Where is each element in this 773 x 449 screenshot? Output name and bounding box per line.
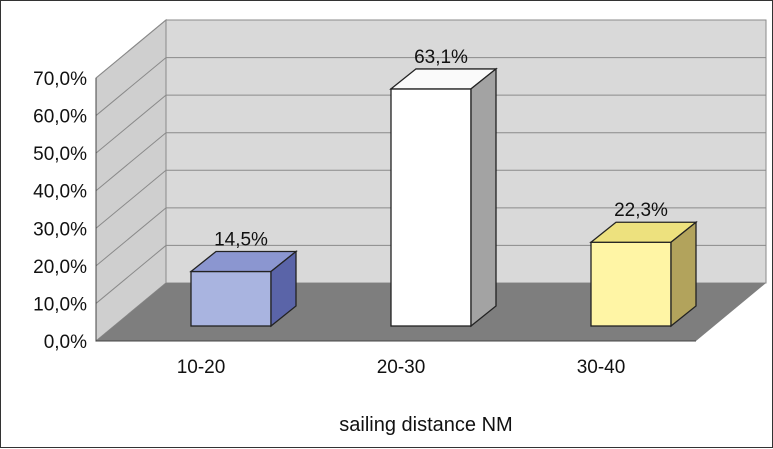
bar-front [390, 88, 472, 327]
bar-20-30 [389, 67, 498, 328]
y-tick-label: 10,0% [33, 294, 87, 315]
x-axis-title: sailing distance NM [339, 414, 512, 436]
data-label: 22,3% [614, 200, 668, 221]
bar-side [670, 220, 697, 328]
x-tick-label: 20-30 [377, 357, 426, 378]
y-tick-label: 30,0% [33, 219, 87, 240]
data-label: 14,5% [214, 230, 268, 251]
y-axis-ticks: 0,0% 10,0% 20,0% 30,0% 40,0% 50,0% 60,0% 70,0% [33, 69, 87, 353]
y-tick-label: 0,0% [44, 332, 87, 353]
gridline [95, 132, 766, 192]
gridline [95, 57, 766, 116]
y-tick-label: 70,0% [33, 69, 87, 90]
x-axis-ticks: 10-20 20-30 30-40 [177, 357, 626, 378]
bar-front [190, 270, 272, 327]
gridline [95, 94, 766, 154]
y-tick-label: 60,0% [33, 107, 87, 128]
gridline [95, 169, 766, 229]
gridline [95, 244, 766, 304]
bars: 14,5% 63,1% 22,3% [189, 47, 698, 328]
data-label: 63,1% [414, 47, 468, 68]
y-tick-label: 40,0% [33, 182, 87, 203]
gridline [95, 19, 766, 79]
y-tick-label: 20,0% [33, 257, 87, 278]
bar-10-20 [189, 250, 298, 328]
gridline [95, 207, 766, 267]
bar-30-40 [589, 220, 698, 328]
y-tick-label: 50,0% [33, 144, 87, 165]
x-tick-label: 10-20 [177, 357, 226, 378]
x-tick-label: 30-40 [577, 357, 626, 378]
bar-side [270, 250, 297, 328]
bar-front [590, 241, 672, 327]
bar-side [470, 67, 497, 328]
